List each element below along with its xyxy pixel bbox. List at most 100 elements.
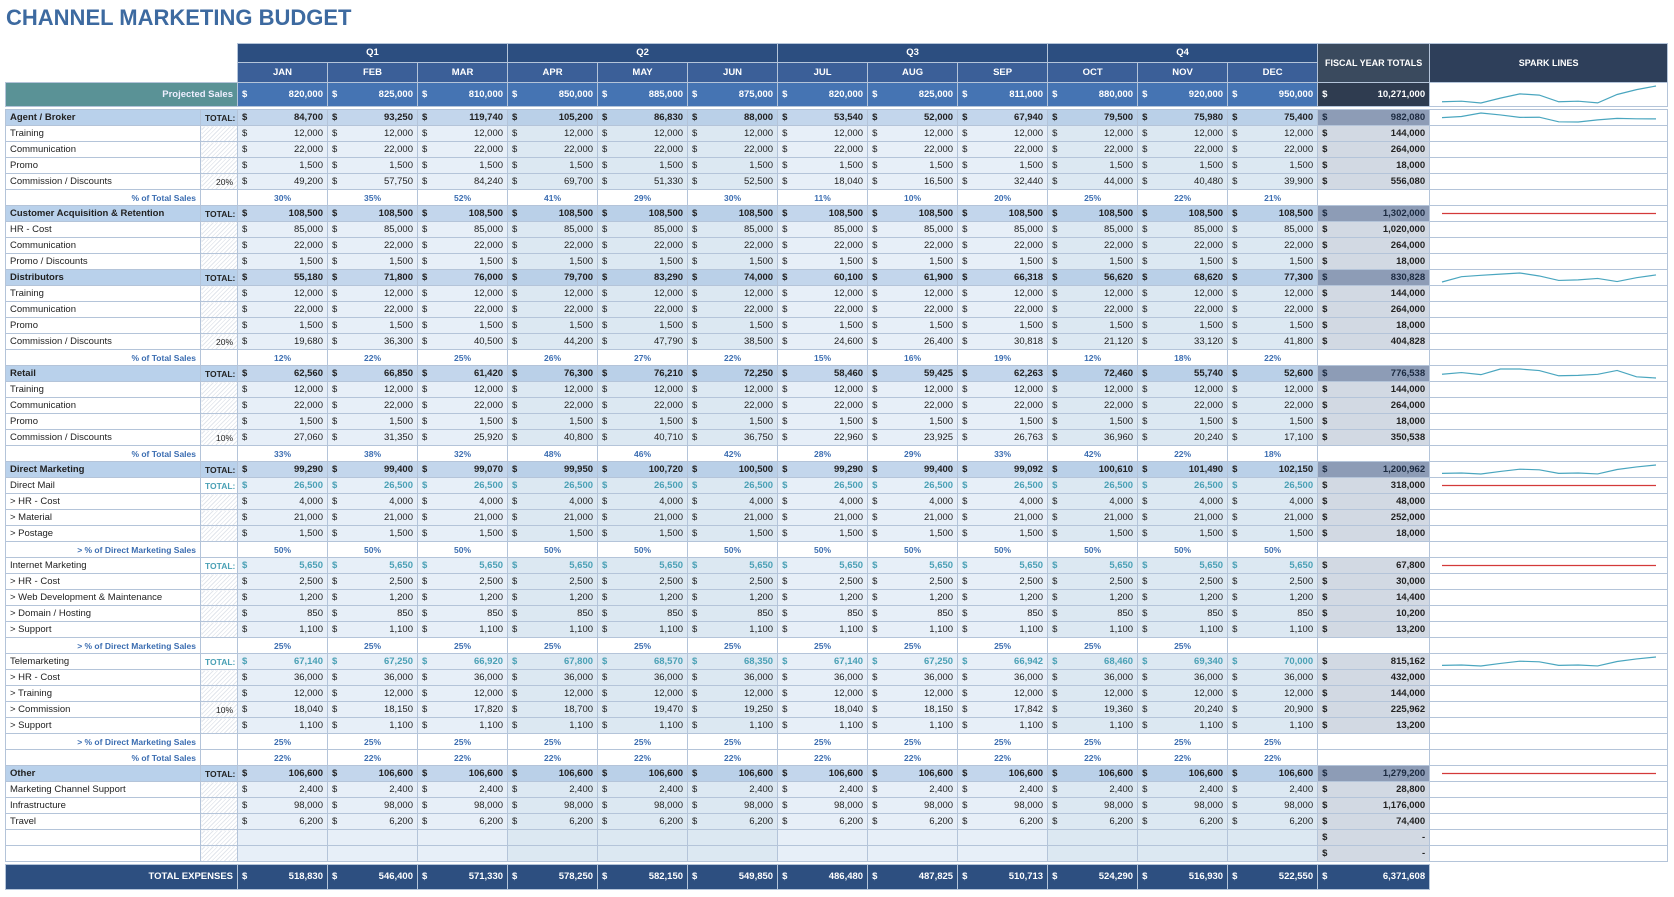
row-label: Projected Sales [5,82,238,107]
amount: 98,000 [653,799,684,811]
amount: 850 [1027,607,1044,619]
amount: 18,000 [1396,415,1426,427]
row-tag [200,349,238,366]
month-cell: $22,000 [597,237,689,254]
currency: $ [332,703,338,715]
month-cell: $12,000 [416,381,509,398]
month-cell: $5,650 [237,557,328,574]
currency: $ [1232,223,1238,235]
amount: 1,200 [569,591,594,603]
month-cell: $22,000 [1047,141,1139,158]
currency: $ [1052,479,1058,491]
spark-line [1442,656,1657,667]
row-tag [200,605,238,622]
amount: 21,000 [473,511,504,523]
month-cell: $1,500 [1137,157,1229,174]
total-cell: $30,000 [1317,573,1431,590]
currency: $ [512,767,518,779]
amount: 22,000 [293,399,323,411]
currency: $ [602,383,608,395]
currency: $ [692,495,698,507]
month-cell: $61,900 [867,269,959,286]
amount: 41,800 [1284,335,1314,347]
currency: $ [332,367,338,379]
quarter-header: Q1 [236,43,509,63]
month-cell: $19,470 [597,701,689,718]
currency: $ [1322,527,1328,539]
month-cell: 48% [507,445,599,462]
currency: $ [1322,159,1328,171]
amount: 102,150 [1278,463,1314,475]
currency: $ [422,287,428,299]
amount: 26,500 [293,479,323,491]
amount: 36,960 [1104,431,1134,443]
percent: 22% [1174,752,1192,763]
currency: $ [962,239,968,251]
currency: $ [512,783,518,795]
month-cell: $99,290 [237,461,328,478]
currency: $ [1322,799,1328,811]
month-cell: $21,000 [957,509,1049,526]
amount: 1,500 [1019,255,1044,267]
month-cell: $2,500 [867,573,959,590]
month-cell: $12,000 [327,125,418,142]
amount: 99,070 [473,463,504,475]
currency: $ [1052,415,1058,427]
currency: $ [1052,623,1058,635]
currency: $ [332,335,338,347]
amount: 1,100 [749,719,774,731]
spark-line [1442,85,1657,104]
month-cell: $18,040 [777,173,869,190]
month-cell: $22,000 [867,301,959,318]
month-cell: $26,500 [1047,477,1139,494]
month-cell: 28% [777,445,869,462]
currency: $ [422,383,428,395]
amount: 30,818 [1014,335,1044,347]
currency: $ [1232,463,1238,475]
row-tag [200,493,238,510]
label-text: Internet Marketing [10,559,87,571]
amount: 72,460 [1104,367,1134,379]
month-cell [1137,829,1229,846]
month-cell: $12,000 [1227,685,1319,702]
amount: 1,100 [839,623,864,635]
percent: 48% [544,448,562,459]
currency: $ [692,655,698,667]
currency: $ [512,111,518,123]
amount: 22,000 [834,399,864,411]
currency: $ [242,88,248,100]
spark-cell [1429,829,1669,846]
total-cell: $556,080 [1317,173,1431,190]
label-text: > Commission [10,703,71,715]
amount: 26,400 [924,335,954,347]
month-cell: $26,500 [237,477,328,494]
currency: $ [602,511,608,523]
amount: 85,000 [834,223,864,235]
amount: 75,980 [1194,111,1224,123]
amount: 85,000 [1104,223,1134,235]
month-cell: $19,250 [687,701,779,718]
label-text: Retail [10,367,36,379]
row-tag [200,285,238,302]
currency: $ [602,415,608,427]
currency: $ [422,111,428,123]
currency: $ [1142,591,1148,603]
month-cell: 50% [597,541,689,558]
amount: 404,828 [1390,335,1426,347]
amount: 53,540 [834,111,864,123]
month-cell: $22,000 [507,397,599,414]
currency: $ [1232,591,1238,603]
currency: $ [602,783,608,795]
currency: $ [872,127,878,139]
spark-cell [1429,413,1669,430]
amount: 67,140 [293,655,323,667]
total-cell: $18,000 [1317,317,1431,334]
amount: 4,000 [659,495,684,507]
amount: 1,500 [1109,319,1134,331]
currency: $ [422,399,428,411]
month-cell: $1,100 [867,621,959,638]
amount: 1,500 [569,415,594,427]
amount: 84,700 [293,111,323,123]
amount: 12,000 [834,383,864,395]
currency: $ [872,431,878,443]
